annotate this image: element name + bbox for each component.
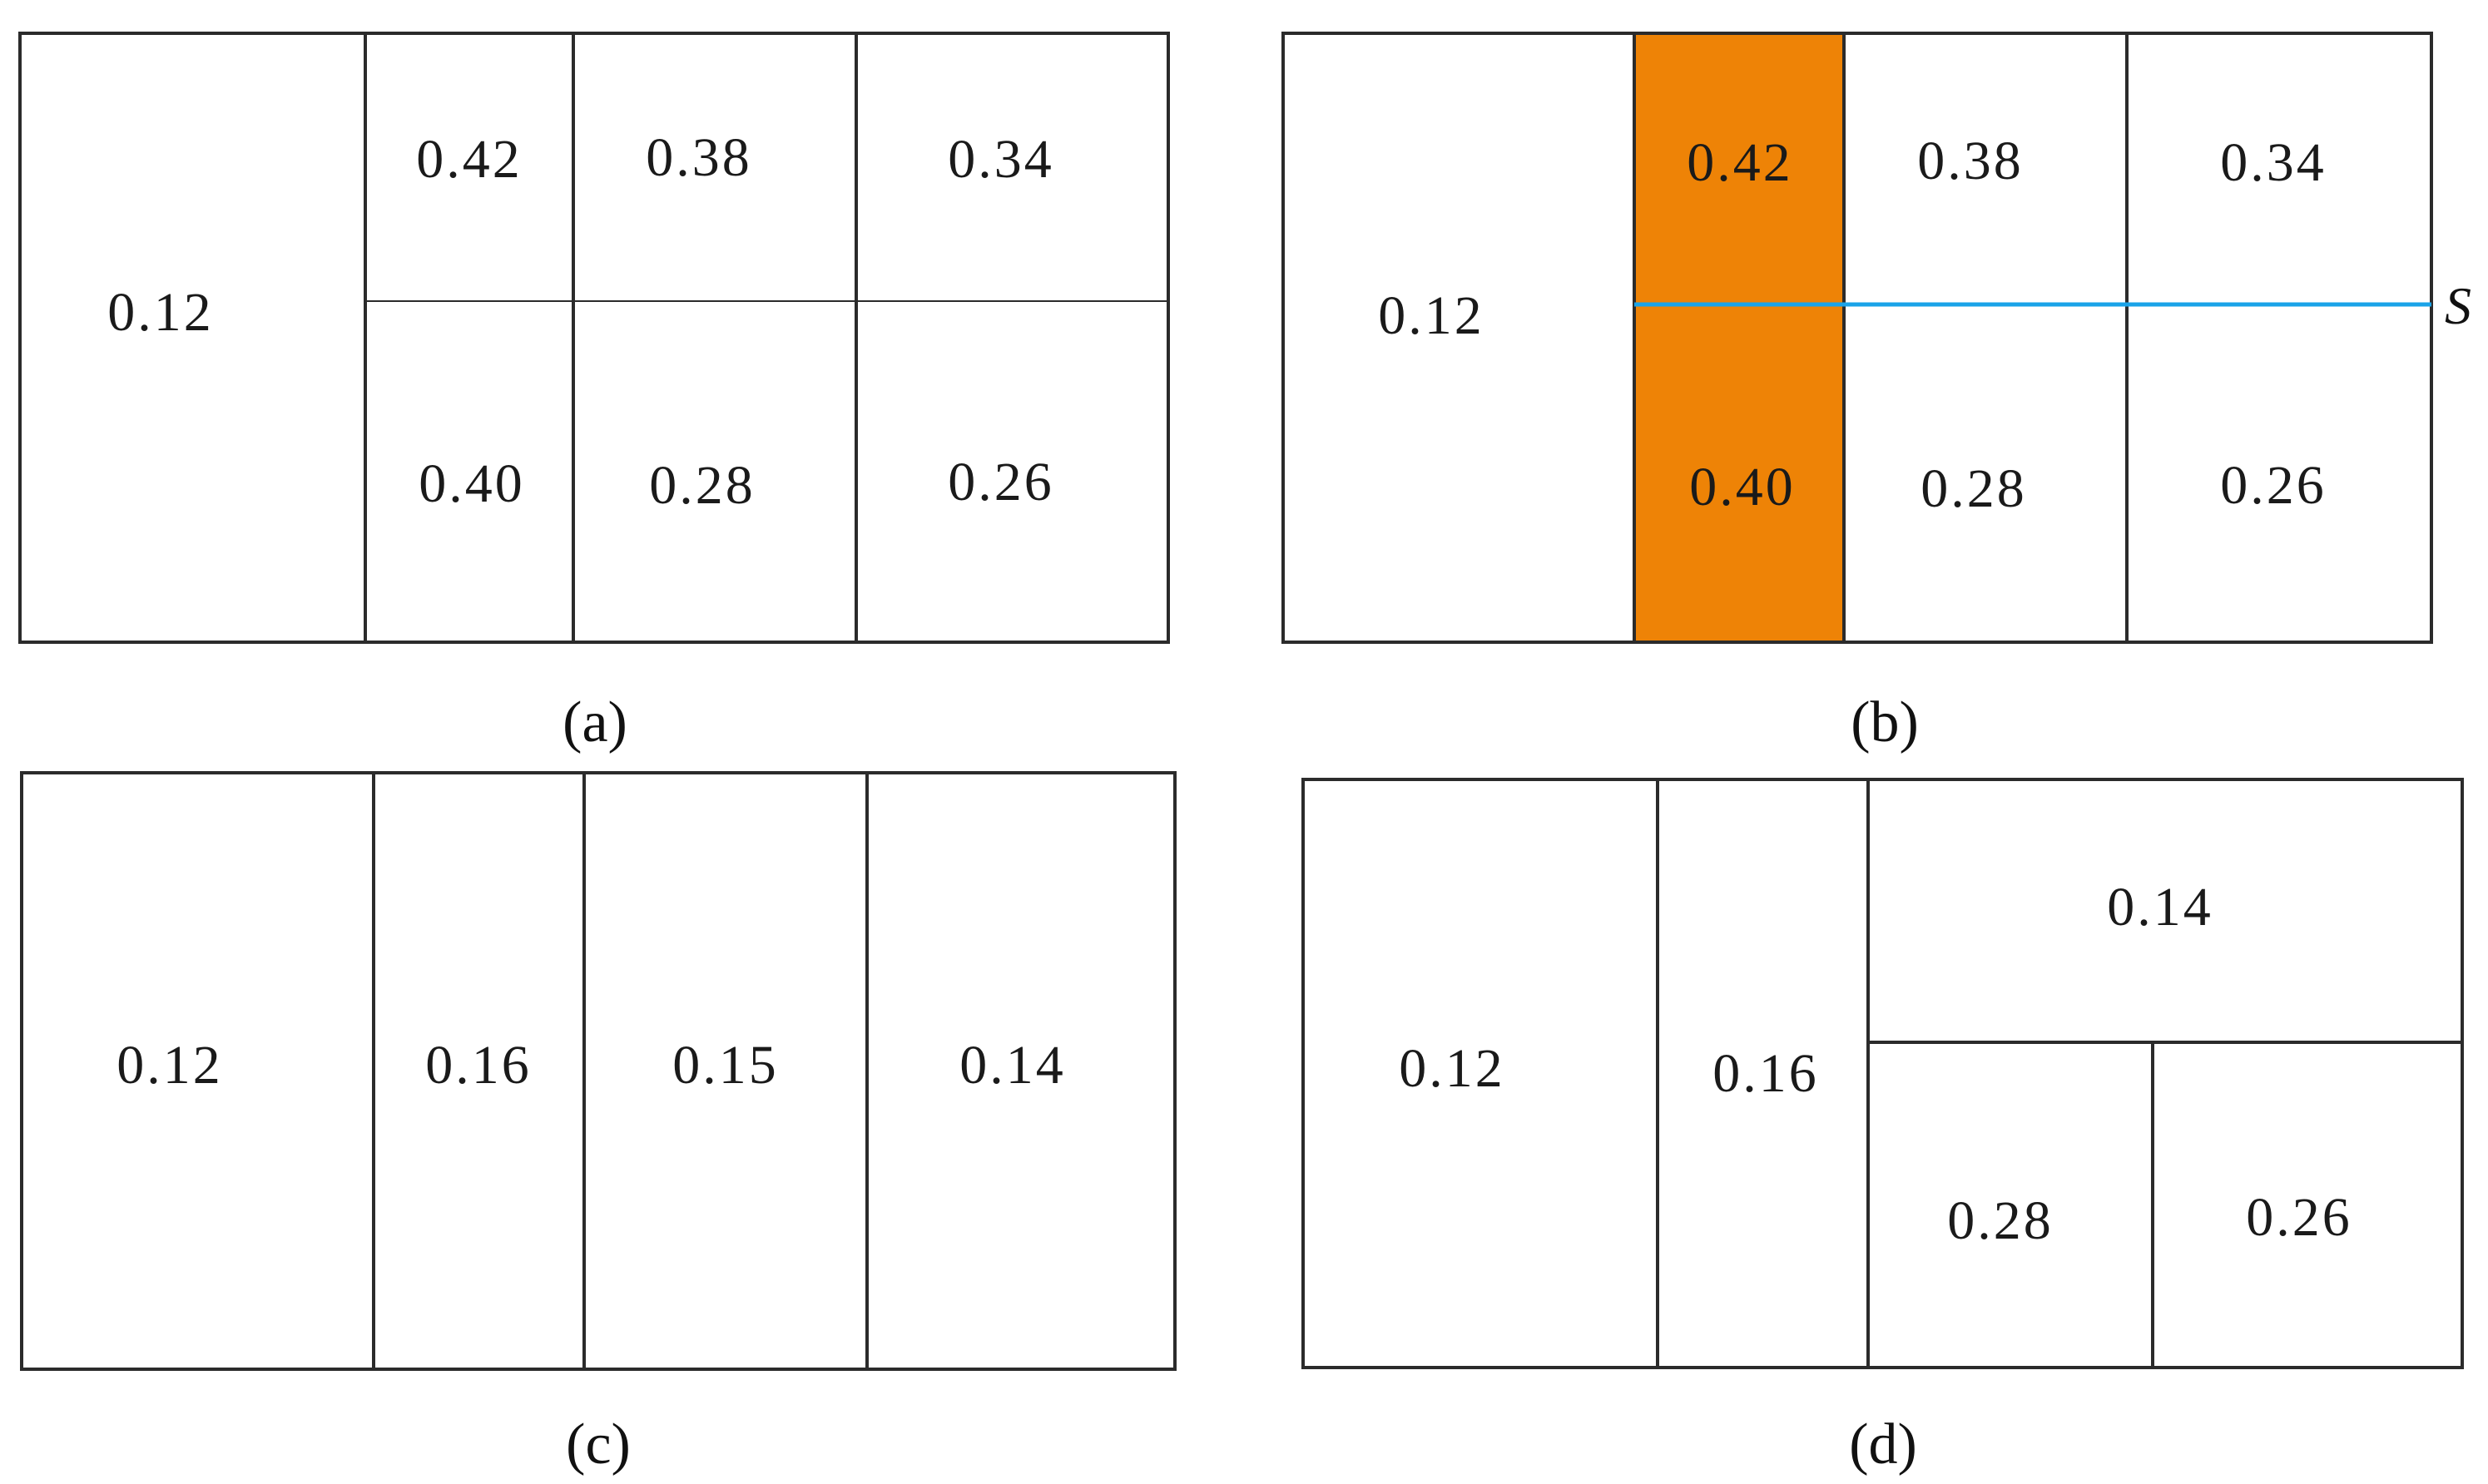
panel-d-border xyxy=(1301,778,2464,1369)
panel-d-cell-1: 0.12 xyxy=(1399,1038,1505,1099)
panel-d-cell-2: 0.16 xyxy=(1712,1043,1819,1104)
panel-c-cell-2: 0.16 xyxy=(425,1035,532,1096)
panel-d-cell-4: 0.28 xyxy=(1947,1190,2054,1251)
panel-a-cell-bottom-3: 0.26 xyxy=(948,452,1054,512)
panel-d-caption: (d) xyxy=(1849,1412,1917,1477)
panel-b-cell-top-1: 0.42 xyxy=(1687,132,1793,193)
panel-a-cell-top-2: 0.38 xyxy=(646,127,752,188)
panel-b-cell-bottom-2: 0.28 xyxy=(1921,458,2027,519)
panel-a-cell-bottom-2: 0.28 xyxy=(649,455,756,516)
panel-c-caption-letter: c xyxy=(585,1412,611,1477)
panel-b-border xyxy=(1281,32,2433,644)
panel-b-highlight-column xyxy=(1634,33,1844,642)
panel-d-cell-5: 0.26 xyxy=(2246,1187,2352,1248)
panel-c-border xyxy=(20,771,1177,1371)
panel-a-caption-letter: a xyxy=(582,690,607,754)
panel-b-caption: (b) xyxy=(1851,690,1919,754)
panel-b-split-line-label: S xyxy=(2445,276,2471,335)
panel-b-cell-bottom-3: 0.26 xyxy=(2220,455,2327,516)
panel-a-caption: (a) xyxy=(563,690,627,754)
panel-a-cell-top-3: 0.34 xyxy=(948,129,1054,190)
panel-a-border xyxy=(18,32,1170,644)
panel-d-caption-letter: d xyxy=(1869,1412,1898,1477)
panel-d-cell-3: 0.14 xyxy=(2107,877,2213,937)
panel-c-caption: (c) xyxy=(566,1412,631,1477)
panel-a-cell-bottom-1: 0.40 xyxy=(419,453,525,514)
panel-c-cell-4: 0.14 xyxy=(959,1035,1066,1096)
panel-b-cell-top-3: 0.34 xyxy=(2220,132,2327,193)
panel-b-cell-left: 0.12 xyxy=(1378,285,1484,346)
panel-b: S 0.12 0.42 0.38 0.34 0.40 0.28 0.26 (b) xyxy=(1281,32,2471,754)
panel-d: 0.12 0.16 0.14 0.28 0.26 (d) xyxy=(1301,778,2464,1477)
panel-b-caption-letter: b xyxy=(1871,690,1900,754)
panel-c: 0.12 0.16 0.15 0.14 (c) xyxy=(20,771,1177,1477)
panel-a-cell-top-1: 0.42 xyxy=(416,129,523,190)
panel-a-cell-left: 0.12 xyxy=(107,282,214,343)
panel-b-cell-top-2: 0.38 xyxy=(1917,131,2024,191)
panel-c-cell-3: 0.15 xyxy=(672,1035,779,1096)
panel-b-cell-bottom-1: 0.40 xyxy=(1689,457,1796,517)
panel-a: 0.12 0.42 0.38 0.34 0.40 0.28 0.26 (a) xyxy=(18,32,1170,754)
panel-c-cell-1: 0.12 xyxy=(116,1035,223,1096)
